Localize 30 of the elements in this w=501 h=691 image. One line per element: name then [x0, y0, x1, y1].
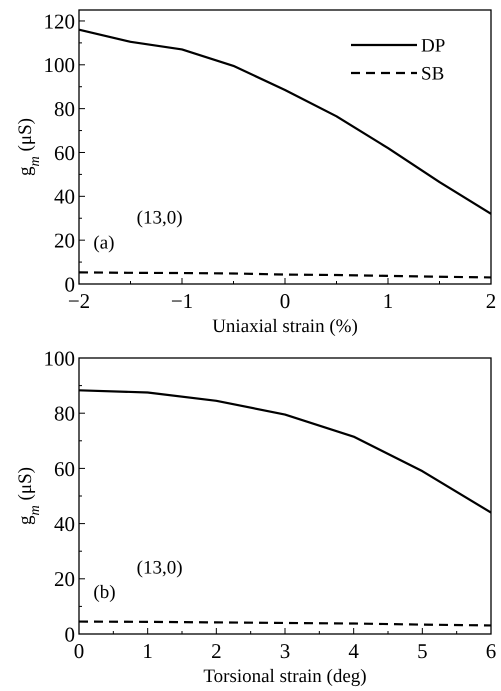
- x-tick-label: 0: [280, 289, 290, 313]
- legend-label: DP: [421, 36, 446, 57]
- x-tick-label: 4: [348, 639, 360, 663]
- annotation: (a): [93, 232, 115, 254]
- x-tick-label: 5: [417, 639, 428, 663]
- y-tick-label: 40: [54, 184, 75, 209]
- annotation: (b): [93, 582, 116, 604]
- y-tick-label: 60: [54, 456, 75, 481]
- x-axis-title: Torsional strain (deg): [203, 666, 367, 687]
- x-tick-label: 2: [211, 639, 222, 663]
- x-tick-label: 6: [486, 639, 496, 663]
- y-tick-label: 80: [54, 96, 75, 121]
- annotation: (13,0): [136, 557, 183, 578]
- y-tick-label: 60: [54, 140, 75, 165]
- x-tick-label: 2: [486, 289, 496, 313]
- y-tick-label: 0: [64, 622, 75, 646]
- y-tick-label: 100: [44, 53, 75, 78]
- legend-label: SB: [421, 64, 444, 85]
- y-tick-label: 20: [54, 567, 75, 592]
- annotation: (13,0): [136, 208, 183, 229]
- y-tick-label: 40: [54, 512, 75, 536]
- x-tick-label: 3: [280, 639, 290, 663]
- y-tick-label: 80: [54, 402, 75, 426]
- x-tick-label: 1: [382, 289, 394, 313]
- x-tick-label: 1: [142, 639, 153, 663]
- y-tick-label: 100: [44, 346, 75, 370]
- y-tick-label: 120: [44, 9, 75, 34]
- x-tick-label: −1: [170, 289, 194, 313]
- y-tick-label: 20: [54, 228, 75, 253]
- x-axis-title: Uniaxial strain (%): [212, 316, 358, 337]
